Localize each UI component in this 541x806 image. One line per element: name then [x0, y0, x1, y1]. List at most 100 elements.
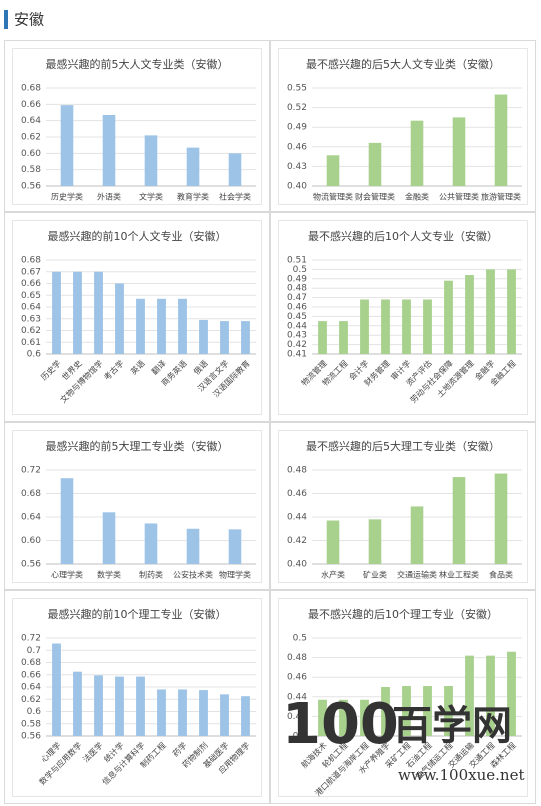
x-tick-label: 金融类 — [405, 192, 429, 202]
y-tick-label: 0.56 — [21, 560, 41, 570]
bar — [381, 299, 390, 354]
y-tick-label: 0.56 — [21, 732, 41, 742]
bar — [410, 506, 424, 564]
x-tick-label: 公安技术类 — [173, 570, 213, 580]
y-tick-label: 0.72 — [21, 466, 41, 476]
y-tick-label: 0.62 — [21, 326, 41, 336]
bar — [73, 671, 82, 736]
bar — [52, 271, 61, 354]
panel — [4, 212, 270, 422]
y-tick-label: 0.7 — [27, 646, 41, 656]
y-tick-label: 0.44 — [287, 513, 307, 523]
y-tick-label: 0.6 — [27, 350, 42, 360]
bar — [228, 153, 242, 186]
bar — [402, 686, 411, 736]
bar — [178, 689, 187, 736]
chart-frame — [278, 598, 528, 797]
y-tick-label: 0.64 — [21, 116, 41, 126]
x-tick-label: 交通运输类 — [397, 570, 437, 580]
x-tick-label: 旅游管理类 — [481, 192, 521, 202]
x-tick-label: 法医学 — [81, 740, 105, 764]
y-tick-label: 0.44 — [287, 692, 307, 702]
bar — [360, 299, 369, 354]
bar — [144, 135, 158, 186]
y-tick-label: 0.62 — [21, 695, 41, 705]
bar — [220, 694, 229, 736]
bar — [339, 321, 348, 354]
chart-frame — [12, 430, 262, 583]
y-tick-label: 0.4 — [293, 732, 308, 742]
x-tick-label: 历史学 — [39, 358, 63, 382]
y-tick-label: 0.58 — [21, 719, 41, 729]
bar — [199, 319, 208, 354]
bar — [241, 696, 250, 736]
x-tick-label: 林业工程类 — [439, 570, 479, 580]
x-tick-label: 物流管理类 — [313, 192, 353, 202]
bar — [368, 519, 382, 564]
panel — [4, 590, 270, 804]
bar — [465, 655, 474, 736]
y-tick-label: 0.68 — [21, 256, 41, 266]
chart-title: 最不感兴趣的后10个理工专业（安徽） — [308, 607, 498, 621]
chart-frame — [12, 48, 262, 205]
bar — [60, 105, 74, 186]
x-tick-label: 矿业类 — [363, 570, 387, 580]
bar — [115, 676, 124, 736]
bar — [402, 299, 411, 354]
bar — [423, 686, 432, 736]
bar — [507, 651, 516, 736]
bar — [381, 687, 390, 736]
bar — [136, 676, 145, 736]
y-tick-label: 0.64 — [21, 303, 41, 313]
y-tick-label: 0.45 — [287, 312, 307, 322]
x-tick-label: 社会学类 — [219, 192, 251, 202]
x-tick-label: 历史学类 — [51, 192, 83, 202]
y-tick-label: 0.68 — [21, 658, 41, 668]
y-tick-label: 0.65 — [21, 291, 41, 301]
y-tick-label: 0.55 — [287, 84, 307, 94]
bar — [326, 155, 340, 186]
watermark-logo: 100 — [282, 692, 399, 757]
y-tick-label: 0.46 — [287, 489, 307, 499]
bar — [444, 280, 453, 354]
chart-frame — [12, 220, 262, 415]
y-tick-label: 0.48 — [287, 653, 307, 663]
chart-frame — [278, 48, 528, 205]
y-tick-label: 0.68 — [21, 84, 41, 94]
y-tick-label: 0.58 — [21, 165, 41, 175]
panel — [270, 590, 536, 804]
bar — [465, 275, 474, 354]
bar — [94, 271, 103, 354]
bar — [178, 298, 187, 354]
chart-title: 最不感兴趣的后5大理工专业类（安徽） — [306, 439, 500, 453]
panel — [4, 422, 270, 590]
bar — [220, 321, 229, 354]
y-tick-label: 0.66 — [21, 670, 41, 680]
header-marker — [4, 10, 8, 29]
y-tick-label: 0.43 — [287, 162, 307, 172]
bar — [144, 523, 158, 564]
y-tick-label: 0.48 — [287, 284, 307, 294]
x-tick-label: 制药类 — [139, 570, 163, 580]
chart-frame — [278, 220, 528, 415]
x-tick-label: 公共管理类 — [439, 192, 479, 202]
y-tick-label: 0.47 — [287, 293, 307, 303]
x-tick-label: 英语 — [128, 358, 146, 376]
y-tick-label: 0.5 — [293, 265, 307, 275]
panel — [4, 40, 270, 212]
bar — [241, 321, 250, 354]
y-tick-label: 0.5 — [293, 634, 307, 644]
y-tick-label: 0.51 — [287, 256, 307, 266]
bar — [423, 299, 432, 354]
y-tick-label: 0.66 — [21, 279, 41, 289]
y-tick-label: 0.56 — [21, 182, 41, 192]
bar — [94, 675, 103, 736]
chart-title: 最不感兴趣的后10个人文专业（安徽） — [308, 229, 498, 243]
x-tick-label: 外语类 — [97, 192, 121, 202]
y-tick-label: 0.46 — [287, 673, 307, 683]
chart-frame — [278, 430, 528, 583]
chart-title: 最感兴趣的前10个人文专业（安徽） — [48, 229, 227, 243]
x-tick-label: 药学 — [170, 740, 188, 758]
bar — [136, 298, 145, 354]
chart-title: 最感兴趣的前5大人文专业类（安徽） — [46, 57, 229, 71]
